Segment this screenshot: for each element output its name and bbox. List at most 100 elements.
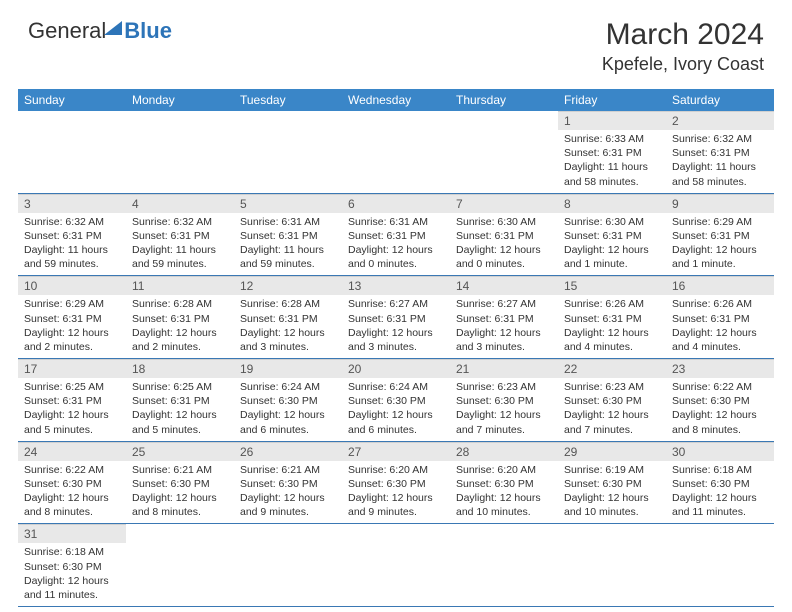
calendar-cell: 7Sunrise: 6:30 AMSunset: 6:31 PMDaylight… [450, 193, 558, 276]
sunset-line: Sunset: 6:31 PM [564, 146, 660, 160]
daylight-line: Daylight: 12 hours and 5 minutes. [132, 408, 228, 436]
sunrise-line: Sunrise: 6:33 AM [564, 132, 660, 146]
calendar-table: SundayMondayTuesdayWednesdayThursdayFrid… [18, 89, 774, 607]
sunset-line: Sunset: 6:30 PM [348, 477, 444, 491]
daylight-line: Daylight: 12 hours and 7 minutes. [456, 408, 552, 436]
weekday-header: Wednesday [342, 89, 450, 111]
sunrise-line: Sunrise: 6:29 AM [672, 215, 768, 229]
calendar-cell: 14Sunrise: 6:27 AMSunset: 6:31 PMDayligh… [450, 276, 558, 359]
calendar-cell: 23Sunrise: 6:22 AMSunset: 6:30 PMDayligh… [666, 359, 774, 442]
day-info: Sunrise: 6:19 AMSunset: 6:30 PMDaylight:… [558, 461, 666, 524]
calendar-row: 10Sunrise: 6:29 AMSunset: 6:31 PMDayligh… [18, 276, 774, 359]
calendar-row: 17Sunrise: 6:25 AMSunset: 6:31 PMDayligh… [18, 359, 774, 442]
calendar-cell: 21Sunrise: 6:23 AMSunset: 6:30 PMDayligh… [450, 359, 558, 442]
sunrise-line: Sunrise: 6:26 AM [672, 297, 768, 311]
daylight-line: Daylight: 12 hours and 4 minutes. [564, 326, 660, 354]
day-number: 23 [666, 359, 774, 378]
daylight-line: Daylight: 12 hours and 3 minutes. [456, 326, 552, 354]
sunrise-line: Sunrise: 6:32 AM [672, 132, 768, 146]
sunset-line: Sunset: 6:31 PM [672, 146, 768, 160]
daylight-line: Daylight: 12 hours and 5 minutes. [24, 408, 120, 436]
sail-icon [104, 21, 122, 35]
sunrise-line: Sunrise: 6:25 AM [132, 380, 228, 394]
calendar-cell: 9Sunrise: 6:29 AMSunset: 6:31 PMDaylight… [666, 193, 774, 276]
calendar-cell: 5Sunrise: 6:31 AMSunset: 6:31 PMDaylight… [234, 193, 342, 276]
day-number: 28 [450, 442, 558, 461]
calendar-cell [18, 111, 126, 193]
daylight-line: Daylight: 12 hours and 6 minutes. [348, 408, 444, 436]
day-number: 11 [126, 276, 234, 295]
location-subtitle: Kpefele, Ivory Coast [602, 54, 764, 75]
day-number: 2 [666, 111, 774, 130]
sunset-line: Sunset: 6:31 PM [564, 312, 660, 326]
calendar-cell [234, 111, 342, 193]
calendar-cell: 16Sunrise: 6:26 AMSunset: 6:31 PMDayligh… [666, 276, 774, 359]
daylight-line: Daylight: 12 hours and 3 minutes. [240, 326, 336, 354]
calendar-cell: 11Sunrise: 6:28 AMSunset: 6:31 PMDayligh… [126, 276, 234, 359]
logo-text-blue: Blue [124, 18, 172, 44]
day-number: 24 [18, 442, 126, 461]
day-number: 13 [342, 276, 450, 295]
daylight-line: Daylight: 11 hours and 59 minutes. [240, 243, 336, 271]
day-info: Sunrise: 6:26 AMSunset: 6:31 PMDaylight:… [666, 295, 774, 358]
daylight-line: Daylight: 12 hours and 3 minutes. [348, 326, 444, 354]
calendar-cell: 6Sunrise: 6:31 AMSunset: 6:31 PMDaylight… [342, 193, 450, 276]
day-number: 6 [342, 194, 450, 213]
sunrise-line: Sunrise: 6:30 AM [564, 215, 660, 229]
daylight-line: Daylight: 12 hours and 0 minutes. [348, 243, 444, 271]
sunset-line: Sunset: 6:30 PM [456, 394, 552, 408]
day-number: 31 [18, 524, 126, 543]
daylight-line: Daylight: 12 hours and 8 minutes. [132, 491, 228, 519]
weekday-header: Saturday [666, 89, 774, 111]
sunrise-line: Sunrise: 6:27 AM [348, 297, 444, 311]
sunset-line: Sunset: 6:31 PM [456, 229, 552, 243]
sunrise-line: Sunrise: 6:20 AM [348, 463, 444, 477]
day-number: 7 [450, 194, 558, 213]
sunset-line: Sunset: 6:30 PM [132, 477, 228, 491]
sunrise-line: Sunrise: 6:28 AM [240, 297, 336, 311]
calendar-cell: 20Sunrise: 6:24 AMSunset: 6:30 PMDayligh… [342, 359, 450, 442]
day-info: Sunrise: 6:29 AMSunset: 6:31 PMDaylight:… [18, 295, 126, 358]
calendar-cell: 3Sunrise: 6:32 AMSunset: 6:31 PMDaylight… [18, 193, 126, 276]
logo-text-general: General [28, 18, 106, 44]
sunrise-line: Sunrise: 6:23 AM [456, 380, 552, 394]
day-info: Sunrise: 6:26 AMSunset: 6:31 PMDaylight:… [558, 295, 666, 358]
daylight-line: Daylight: 11 hours and 59 minutes. [132, 243, 228, 271]
day-info: Sunrise: 6:30 AMSunset: 6:31 PMDaylight:… [558, 213, 666, 276]
day-number: 18 [126, 359, 234, 378]
calendar-cell [666, 524, 774, 607]
daylight-line: Daylight: 12 hours and 9 minutes. [348, 491, 444, 519]
sunset-line: Sunset: 6:30 PM [24, 477, 120, 491]
calendar-cell: 29Sunrise: 6:19 AMSunset: 6:30 PMDayligh… [558, 441, 666, 524]
calendar-cell: 10Sunrise: 6:29 AMSunset: 6:31 PMDayligh… [18, 276, 126, 359]
calendar-cell: 1Sunrise: 6:33 AMSunset: 6:31 PMDaylight… [558, 111, 666, 193]
calendar-row: 1Sunrise: 6:33 AMSunset: 6:31 PMDaylight… [18, 111, 774, 193]
day-info: Sunrise: 6:27 AMSunset: 6:31 PMDaylight:… [450, 295, 558, 358]
day-info: Sunrise: 6:28 AMSunset: 6:31 PMDaylight:… [234, 295, 342, 358]
calendar-cell: 28Sunrise: 6:20 AMSunset: 6:30 PMDayligh… [450, 441, 558, 524]
calendar-cell: 30Sunrise: 6:18 AMSunset: 6:30 PMDayligh… [666, 441, 774, 524]
daylight-line: Daylight: 12 hours and 1 minute. [564, 243, 660, 271]
daylight-line: Daylight: 12 hours and 8 minutes. [672, 408, 768, 436]
day-number: 16 [666, 276, 774, 295]
day-info: Sunrise: 6:32 AMSunset: 6:31 PMDaylight:… [18, 213, 126, 276]
day-info: Sunrise: 6:23 AMSunset: 6:30 PMDaylight:… [558, 378, 666, 441]
sunset-line: Sunset: 6:30 PM [564, 394, 660, 408]
calendar-cell: 24Sunrise: 6:22 AMSunset: 6:30 PMDayligh… [18, 441, 126, 524]
sunset-line: Sunset: 6:31 PM [132, 312, 228, 326]
daylight-line: Daylight: 12 hours and 7 minutes. [564, 408, 660, 436]
daylight-line: Daylight: 12 hours and 2 minutes. [132, 326, 228, 354]
weekday-header: Friday [558, 89, 666, 111]
sunrise-line: Sunrise: 6:21 AM [240, 463, 336, 477]
day-info: Sunrise: 6:23 AMSunset: 6:30 PMDaylight:… [450, 378, 558, 441]
sunset-line: Sunset: 6:31 PM [132, 229, 228, 243]
calendar-row: 24Sunrise: 6:22 AMSunset: 6:30 PMDayligh… [18, 441, 774, 524]
day-number: 29 [558, 442, 666, 461]
day-number: 14 [450, 276, 558, 295]
day-info: Sunrise: 6:22 AMSunset: 6:30 PMDaylight:… [18, 461, 126, 524]
calendar-header-row: SundayMondayTuesdayWednesdayThursdayFrid… [18, 89, 774, 111]
calendar-cell: 27Sunrise: 6:20 AMSunset: 6:30 PMDayligh… [342, 441, 450, 524]
day-number: 22 [558, 359, 666, 378]
sunrise-line: Sunrise: 6:27 AM [456, 297, 552, 311]
day-info: Sunrise: 6:32 AMSunset: 6:31 PMDaylight:… [126, 213, 234, 276]
